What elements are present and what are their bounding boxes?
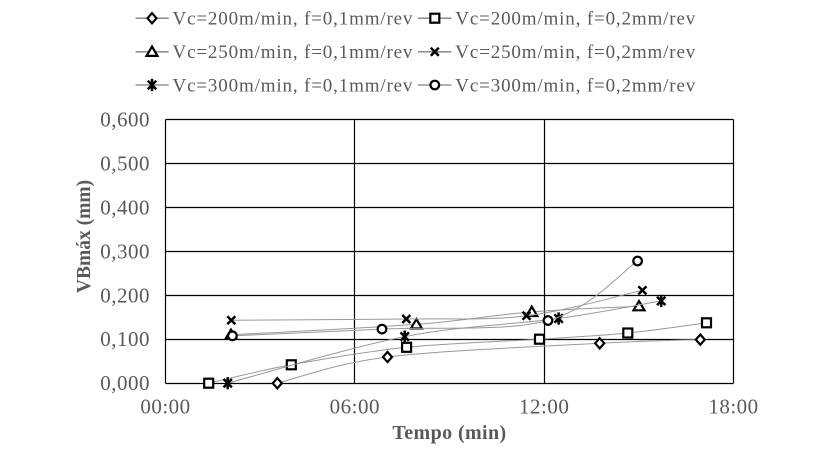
svg-text:Vc=200m/min, f=0,2mm/rev: Vc=200m/min, f=0,2mm/rev bbox=[455, 9, 696, 30]
svg-text:0,300: 0,300 bbox=[100, 239, 150, 263]
svg-text:0,400: 0,400 bbox=[100, 195, 150, 219]
svg-text:Vc=250m/min, f=0,2mm/rev: Vc=250m/min, f=0,2mm/rev bbox=[455, 42, 696, 63]
svg-text:0,600: 0,600 bbox=[100, 107, 150, 131]
svg-text:Vc=200m/min, f=0,1mm/rev: Vc=200m/min, f=0,1mm/rev bbox=[173, 9, 414, 30]
svg-text:Vc=250m/min, f=0,1mm/rev: Vc=250m/min, f=0,1mm/rev bbox=[173, 42, 414, 63]
svg-text:0,200: 0,200 bbox=[100, 283, 150, 307]
svg-text:VBmáx (mm): VBmáx (mm) bbox=[74, 180, 95, 293]
svg-text:06:00: 06:00 bbox=[330, 395, 380, 419]
svg-text:Tempo (min): Tempo (min) bbox=[392, 422, 506, 444]
svg-text:0,500: 0,500 bbox=[100, 151, 150, 175]
svg-text:00:00: 00:00 bbox=[140, 395, 190, 419]
svg-text:Vc=300m/min, f=0,2mm/rev: Vc=300m/min, f=0,2mm/rev bbox=[455, 75, 696, 96]
svg-text:Vc=300m/min, f=0,1mm/rev: Vc=300m/min, f=0,1mm/rev bbox=[173, 75, 414, 96]
svg-text:12:00: 12:00 bbox=[519, 395, 569, 419]
svg-text:18:00: 18:00 bbox=[708, 395, 758, 419]
svg-text:0,100: 0,100 bbox=[100, 327, 150, 351]
svg-text:0,000: 0,000 bbox=[100, 371, 150, 395]
